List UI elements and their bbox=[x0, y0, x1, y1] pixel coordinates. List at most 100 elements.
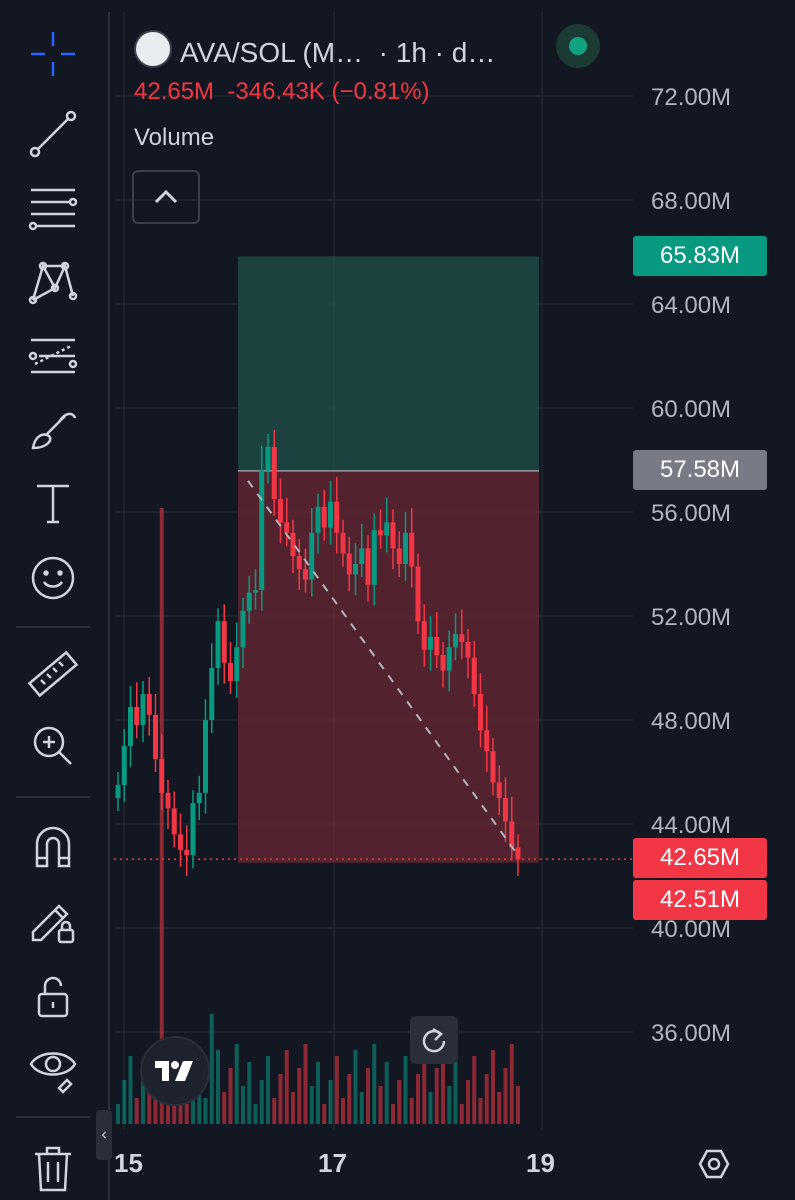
trend-line-icon[interactable] bbox=[20, 104, 86, 164]
price-axis-label: 52.00M bbox=[651, 604, 732, 631]
chart-settings-button[interactable] bbox=[690, 1140, 738, 1188]
price-axis-label: 48.00M bbox=[651, 708, 732, 735]
time-axis-label: 19 bbox=[526, 1148, 555, 1178]
lock-drawing-icon[interactable] bbox=[20, 890, 86, 950]
volume-bar bbox=[209, 1014, 214, 1124]
candle-body bbox=[309, 532, 315, 580]
candle-body bbox=[378, 530, 383, 536]
candle-body bbox=[509, 821, 515, 848]
interval-label[interactable]: · 1h · d… bbox=[378, 37, 496, 68]
candle-body bbox=[278, 499, 283, 523]
volume-bar bbox=[247, 1062, 252, 1124]
candle-body bbox=[365, 548, 371, 585]
volume-bar bbox=[509, 1044, 514, 1124]
candle-body bbox=[215, 621, 221, 668]
trash-icon[interactable] bbox=[20, 1138, 86, 1198]
price-axis[interactable]: 72.00M 68.00M 64.00M 60.00M 56.00M 52.00… bbox=[633, 0, 795, 1200]
brush-icon[interactable] bbox=[20, 400, 86, 460]
volume-bar bbox=[272, 1098, 277, 1124]
volume-bar bbox=[384, 1062, 389, 1124]
emoji-icon[interactable] bbox=[20, 548, 86, 608]
zoom-in-icon[interactable] bbox=[20, 716, 86, 776]
volume-bar bbox=[378, 1086, 383, 1124]
volume-bar bbox=[347, 1074, 352, 1124]
candle-body bbox=[115, 785, 121, 798]
candle-body bbox=[359, 548, 365, 564]
candle-body bbox=[428, 636, 433, 650]
candle-body bbox=[203, 720, 208, 793]
volume-bar bbox=[403, 1056, 408, 1124]
projection-line bbox=[247, 480, 519, 856]
price-change: -346.43K (−0.81%) bbox=[227, 78, 430, 105]
collapse-toolbar-button[interactable]: ‹ bbox=[96, 1110, 112, 1160]
candle-body bbox=[415, 566, 421, 622]
toolbar-separator bbox=[16, 796, 90, 798]
volume-indicator-label[interactable]: Volume bbox=[134, 124, 215, 151]
pattern-icon[interactable] bbox=[20, 252, 86, 312]
entry-price-tag: 57.58M bbox=[633, 450, 767, 490]
ruler-icon[interactable] bbox=[20, 644, 86, 704]
volume-bar bbox=[128, 1056, 133, 1124]
collapse-indicators-button[interactable] bbox=[132, 170, 200, 224]
volume-bar bbox=[372, 1044, 377, 1124]
candle-body bbox=[496, 782, 502, 798]
volume-bar bbox=[297, 1068, 302, 1124]
candle-body bbox=[459, 634, 465, 642]
volume-bar bbox=[141, 1074, 145, 1124]
magnet-icon[interactable] bbox=[20, 818, 86, 878]
candle-body bbox=[490, 751, 496, 783]
volume-bar bbox=[216, 1050, 220, 1124]
volume-bar bbox=[122, 1080, 127, 1124]
volume-bar bbox=[266, 1056, 270, 1124]
candle-body bbox=[403, 532, 408, 564]
crosshair-icon[interactable] bbox=[20, 24, 86, 84]
volume-bar bbox=[309, 1086, 314, 1124]
last-price: 42.65M bbox=[134, 78, 215, 105]
candle-body bbox=[434, 636, 440, 655]
reset-chart-button[interactable] bbox=[410, 1016, 458, 1064]
time-axis-label: 17 bbox=[318, 1148, 347, 1178]
volume-bar bbox=[291, 1092, 295, 1124]
forecast-icon[interactable] bbox=[20, 326, 86, 386]
symbol-header[interactable]: AVA/SOL (M… · 1h · d… bbox=[134, 30, 495, 69]
price-axis-label: 56.00M bbox=[651, 500, 732, 527]
target-price-tag: 65.83M bbox=[633, 236, 767, 276]
volume-bar bbox=[391, 1104, 395, 1124]
volume-bar bbox=[353, 1050, 358, 1124]
market-status-indicator[interactable] bbox=[556, 24, 600, 68]
price-chart[interactable] bbox=[114, 12, 633, 1130]
price-axis-label: 36.00M bbox=[651, 1020, 732, 1047]
volume-bar bbox=[341, 1098, 345, 1124]
candle-body bbox=[284, 522, 290, 533]
candle-body bbox=[371, 530, 377, 585]
eye-icon[interactable] bbox=[20, 1038, 86, 1098]
tradingview-logo-icon bbox=[155, 1061, 193, 1081]
candle-body bbox=[140, 694, 146, 726]
symbol-name[interactable]: AVA/SOL (M… bbox=[180, 37, 364, 68]
unlock-icon[interactable] bbox=[20, 966, 86, 1026]
toolbar-separator bbox=[16, 1116, 90, 1118]
volume-bar bbox=[328, 1080, 333, 1124]
candle-body bbox=[196, 792, 202, 804]
tradingview-logo[interactable] bbox=[140, 1036, 210, 1106]
candle-body bbox=[259, 470, 265, 590]
text-icon[interactable] bbox=[20, 474, 86, 534]
candle-body bbox=[190, 803, 196, 856]
stop-price-tag: 42.51M bbox=[633, 880, 767, 920]
volume-bar bbox=[303, 1044, 308, 1124]
candle-body bbox=[165, 792, 171, 809]
candle-body bbox=[390, 522, 396, 549]
volume-bar bbox=[228, 1068, 233, 1124]
price-axis-label: 68.00M bbox=[651, 188, 732, 215]
fib-retracement-icon[interactable] bbox=[20, 178, 86, 238]
volume-bar bbox=[259, 1080, 264, 1124]
volume-bar bbox=[484, 1074, 489, 1124]
volume-bar bbox=[284, 1050, 289, 1124]
volume-bar bbox=[366, 1068, 370, 1124]
panel-divider bbox=[108, 12, 110, 1200]
profit-zone bbox=[238, 256, 539, 471]
time-axis[interactable]: 15 17 19 bbox=[110, 1130, 633, 1200]
price-axis-label: 60.00M bbox=[651, 396, 732, 423]
chart-canvas[interactable] bbox=[114, 12, 633, 1130]
volume-bar bbox=[191, 1080, 195, 1124]
